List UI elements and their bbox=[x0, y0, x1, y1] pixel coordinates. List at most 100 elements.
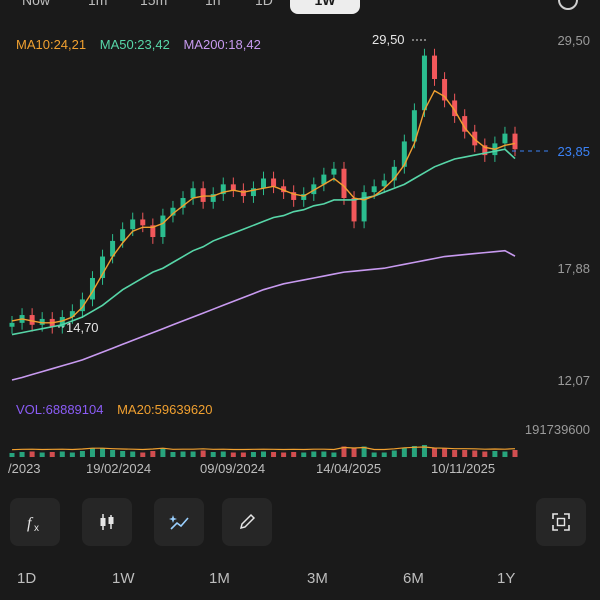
date-tick: 10/11/2025 bbox=[431, 461, 496, 476]
candle-body bbox=[160, 215, 166, 238]
volume-bar bbox=[79, 451, 85, 457]
range-3m[interactable]: 3M bbox=[307, 570, 328, 587]
candle-body bbox=[442, 79, 448, 101]
volume-bar bbox=[512, 450, 518, 457]
candle-body bbox=[341, 168, 347, 199]
tab-1h[interactable]: 1h bbox=[205, 0, 221, 8]
range-6m[interactable]: 6M bbox=[403, 570, 424, 587]
candle-body bbox=[261, 178, 266, 189]
ai-trend-icon bbox=[169, 515, 189, 530]
candle-body bbox=[210, 194, 216, 202]
price-tick-mid: 17,88 bbox=[557, 261, 590, 276]
volume-bar bbox=[9, 453, 15, 457]
range-1w[interactable]: 1W bbox=[112, 570, 135, 587]
candle-body bbox=[180, 198, 186, 208]
candle-body bbox=[220, 184, 226, 195]
volume-bar bbox=[190, 451, 196, 457]
candle-body bbox=[130, 219, 136, 230]
draw-button[interactable] bbox=[222, 498, 272, 546]
volume-bar bbox=[492, 451, 498, 457]
tab-1w[interactable]: 1W bbox=[290, 0, 360, 14]
volume-bar bbox=[341, 446, 347, 457]
volume-bar bbox=[502, 451, 508, 457]
volume-bar bbox=[331, 452, 337, 457]
candle-body bbox=[301, 194, 307, 200]
volume-bar bbox=[321, 451, 327, 457]
candle-body bbox=[381, 180, 387, 187]
volume-bar bbox=[110, 450, 116, 457]
indicator-fx-button[interactable]: f x bbox=[10, 498, 60, 546]
volume-bar bbox=[442, 448, 448, 457]
ma10-line bbox=[11, 89, 516, 324]
tab-1d[interactable]: 1D bbox=[255, 0, 273, 8]
candle-body bbox=[391, 166, 397, 181]
last-price-label: 23,85 bbox=[557, 144, 590, 159]
price-tick-top: 29,50 bbox=[557, 33, 590, 48]
tab-now[interactable]: Now bbox=[22, 0, 51, 8]
volume-ma-line bbox=[11, 446, 516, 451]
volume-bar bbox=[69, 452, 75, 457]
fullscreen-button[interactable] bbox=[536, 498, 586, 546]
candle-body bbox=[240, 190, 246, 197]
price-tick-bottom: 12,07 bbox=[557, 373, 590, 388]
range-1d[interactable]: 1D bbox=[17, 570, 37, 587]
volume-bar bbox=[59, 451, 65, 457]
candle-body bbox=[69, 311, 75, 317]
volume-bar bbox=[220, 451, 226, 457]
candle-body bbox=[140, 219, 146, 226]
volume-bar bbox=[381, 452, 387, 457]
candle-body bbox=[321, 174, 327, 185]
volume-bar bbox=[180, 451, 186, 457]
volume-bar bbox=[170, 452, 176, 457]
volume-bar bbox=[150, 451, 156, 457]
candle-body bbox=[432, 55, 438, 80]
candle-body bbox=[200, 188, 206, 202]
volume-bar bbox=[472, 450, 478, 457]
range-1y[interactable]: 1Y bbox=[497, 570, 516, 587]
volume-bar bbox=[391, 450, 397, 457]
candle-body bbox=[120, 229, 126, 241]
candle-body bbox=[502, 133, 508, 144]
volume-bar bbox=[160, 448, 166, 457]
date-tick: 14/04/2025 bbox=[316, 461, 382, 476]
volume-bar bbox=[291, 452, 297, 457]
volume-bar bbox=[311, 451, 317, 457]
candle-body bbox=[29, 315, 35, 325]
volume-bar bbox=[250, 452, 256, 457]
candle-body bbox=[59, 316, 65, 327]
candle-body bbox=[89, 277, 95, 300]
candle-body bbox=[351, 198, 357, 222]
candle-body bbox=[371, 186, 377, 193]
candle-body bbox=[110, 240, 116, 257]
candle-body bbox=[170, 207, 176, 216]
ai-trend-button[interactable] bbox=[154, 498, 204, 546]
chart-type-button[interactable] bbox=[82, 498, 132, 546]
volume-bar bbox=[421, 445, 427, 457]
candle-body bbox=[250, 188, 256, 197]
fullscreen-icon bbox=[552, 513, 570, 531]
volume-bar bbox=[452, 450, 458, 457]
candles-group bbox=[9, 48, 518, 334]
candle-body bbox=[452, 100, 458, 117]
candle-body bbox=[411, 110, 417, 142]
tab-1m[interactable]: 1m bbox=[88, 0, 108, 8]
svg-text:x: x bbox=[34, 523, 39, 532]
range-1m[interactable]: 1M bbox=[209, 570, 230, 587]
volume-bar bbox=[100, 448, 106, 457]
candle-body bbox=[512, 133, 518, 150]
fx-icon: f x bbox=[27, 515, 39, 532]
volume-bar bbox=[361, 446, 367, 457]
volume-bar bbox=[89, 448, 95, 457]
volume-bar bbox=[261, 451, 266, 457]
tab-15m[interactable]: 15m bbox=[140, 0, 168, 8]
candle-body bbox=[421, 55, 427, 111]
candle-body bbox=[462, 116, 468, 132]
candle-body bbox=[401, 141, 407, 167]
volume-bar bbox=[240, 452, 246, 457]
volume-legend: VOL:68889104 MA20:59639620 bbox=[16, 402, 223, 417]
candle-body bbox=[190, 188, 196, 199]
ma200-legend: MA200:18,42 bbox=[183, 37, 261, 52]
date-tick: 19/02/2024 bbox=[86, 461, 152, 476]
candlestick-icon bbox=[100, 514, 114, 530]
